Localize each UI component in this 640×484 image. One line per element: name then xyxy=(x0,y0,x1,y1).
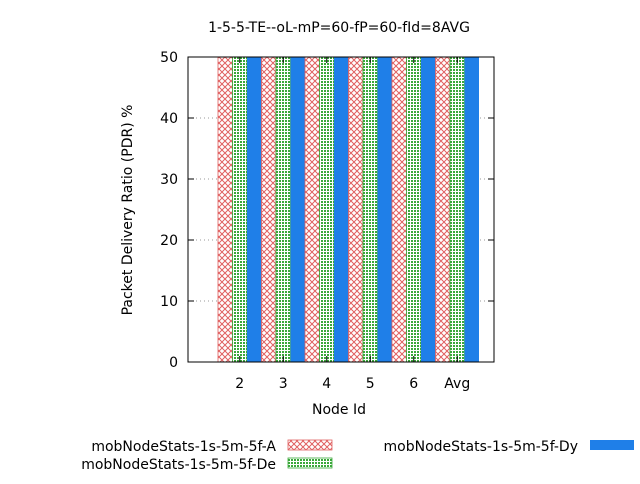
bar xyxy=(421,57,436,362)
y-tick-label: 30 xyxy=(160,172,178,188)
bar xyxy=(348,56,364,363)
bar xyxy=(377,57,392,362)
bar xyxy=(247,57,262,362)
bar xyxy=(435,56,451,363)
y-tick-label: 20 xyxy=(160,233,178,249)
y-tick-label: 50 xyxy=(160,50,178,66)
y-tick-label: 10 xyxy=(160,294,178,310)
bar-layer xyxy=(217,56,479,363)
bar xyxy=(391,56,407,363)
bar xyxy=(362,56,378,363)
y-axis-label: Packet Delivery Ratio (PDR) % xyxy=(120,105,136,316)
legend-label: mobNodeStats-1s-5m-5f-De xyxy=(81,457,276,473)
bar xyxy=(334,57,349,362)
bar xyxy=(304,56,320,363)
bar xyxy=(261,56,277,363)
y-tick-label: 0 xyxy=(169,355,178,371)
legend: mobNodeStats-1s-5m-5f-A mobNodeStats-1s-5… xyxy=(81,439,634,473)
x-tick-label: Avg xyxy=(444,376,470,392)
x-tick-label: 4 xyxy=(322,376,331,392)
x-tick-label: 3 xyxy=(279,376,288,392)
bar xyxy=(449,56,465,363)
legend-swatch xyxy=(287,457,333,469)
legend-label: mobNodeStats-1s-5m-5f-A xyxy=(91,439,276,455)
bar xyxy=(232,56,248,363)
legend-label: mobNodeStats-1s-5m-5f-Dy xyxy=(384,439,578,455)
bar xyxy=(406,56,422,363)
legend-swatch xyxy=(287,439,333,451)
bar xyxy=(217,56,233,363)
chart-title: 1-5-5-TE--oL-mP=60-fP=60-fId=8AVG xyxy=(208,20,470,36)
bar xyxy=(319,56,335,363)
y-tick-label: 40 xyxy=(160,111,178,127)
x-tick-label: 6 xyxy=(409,376,418,392)
tick-layer: 0 10 20 30 40 50 2 3 4 5 6 Avg xyxy=(160,50,494,392)
bar xyxy=(464,57,479,362)
legend-swatch xyxy=(590,440,634,450)
x-axis-label: Node Id xyxy=(312,402,366,418)
bar xyxy=(290,57,305,362)
plot-frame xyxy=(187,56,495,363)
bar xyxy=(275,56,291,363)
x-tick-label: 5 xyxy=(366,376,375,392)
x-tick-label: 2 xyxy=(235,376,244,392)
